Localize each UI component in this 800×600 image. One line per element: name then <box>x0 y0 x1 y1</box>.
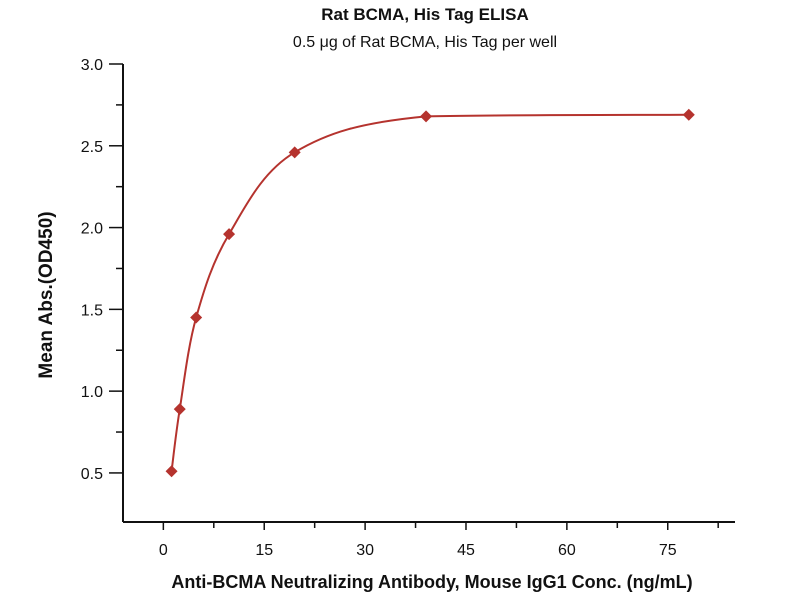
y-tick-label: 1.5 <box>81 302 103 319</box>
data-point <box>682 108 695 121</box>
fit-curve <box>170 113 689 472</box>
x-tick-label: 15 <box>255 542 273 559</box>
x-tick-label: 75 <box>659 542 677 559</box>
y-tick-label: 2.5 <box>81 139 103 156</box>
chart-title: Rat BCMA, His Tag ELISA <box>321 5 528 24</box>
data-point <box>173 403 186 416</box>
x-tick-label: 60 <box>558 542 576 559</box>
data-point <box>190 311 203 324</box>
y-tick-label: 1.0 <box>81 384 103 401</box>
x-tick-label: 45 <box>457 542 475 559</box>
data-point <box>288 146 301 159</box>
y-tick-label: 3.0 <box>81 57 103 74</box>
x-axis-label: Anti-BCMA Neutralizing Antibody, Mouse I… <box>171 572 692 592</box>
data-point <box>165 465 178 478</box>
y-tick-label: 2.0 <box>81 221 103 238</box>
x-tick-label: 30 <box>356 542 374 559</box>
data-point <box>223 228 236 241</box>
y-axis-label: Mean Abs.(OD450) <box>36 211 57 378</box>
chart-subtitle: 0.5 μg of Rat BCMA, His Tag per well <box>293 34 557 51</box>
data-point <box>420 110 433 123</box>
y-tick-label: 0.5 <box>81 466 103 483</box>
x-tick-label: 0 <box>159 542 168 559</box>
